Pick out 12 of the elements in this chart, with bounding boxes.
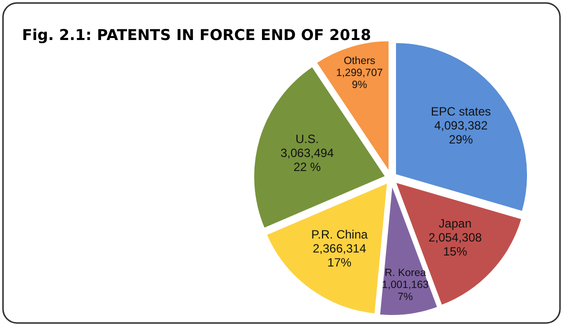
slice-label: Japan <box>438 216 472 230</box>
data-label: 1,299,707 9% <box>336 66 383 91</box>
data-label: 1,001,163 7% <box>382 278 429 303</box>
slice-label: P.R. China <box>311 228 368 242</box>
slice-label: U.S. <box>295 132 319 146</box>
slice-label: EPC states <box>430 104 491 118</box>
data-label: 3,063,494 22 % <box>280 146 334 174</box>
data-label: 4,093,382 29% <box>434 118 488 146</box>
data-label: 2,366,314 17% <box>312 242 366 270</box>
chart-title: Fig. 2.1: PATENTS IN FORCE END OF 2018 <box>22 26 372 44</box>
slice-label: Others <box>344 54 376 67</box>
data-label: 2,054,308 15% <box>428 230 482 258</box>
